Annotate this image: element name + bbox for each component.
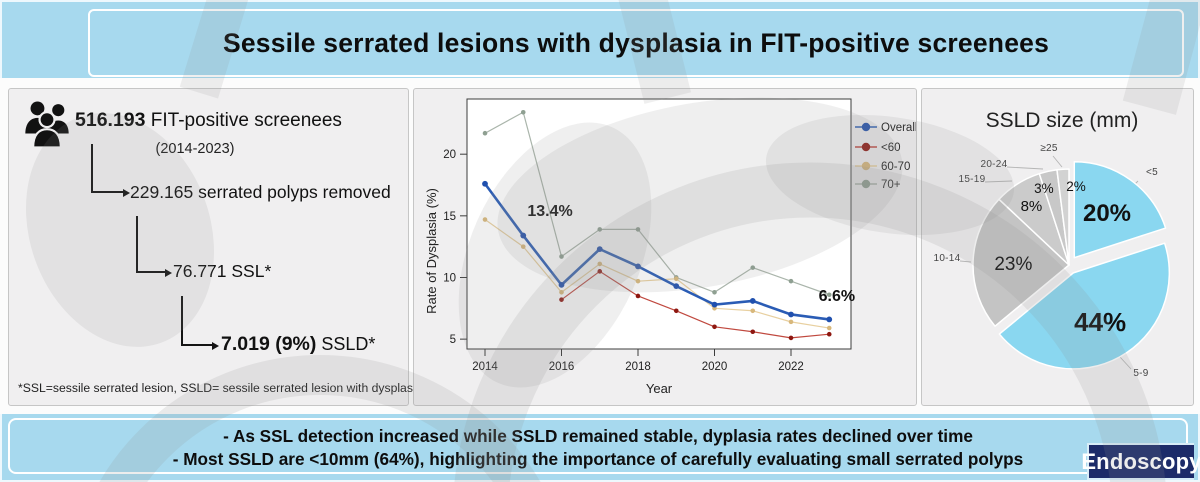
- svg-text:6.6%: 6.6%: [819, 288, 855, 305]
- conclusion-line-1: - As SSL detection increased while SSLD …: [223, 426, 973, 446]
- flow-arrow-2: [136, 216, 172, 277]
- svg-text:Overall: Overall: [881, 122, 916, 134]
- conclusion-line-2: - Most SSLD are <10mm (64%), highlightin…: [172, 449, 1024, 469]
- title-box: Sessile serrated lesions with dysplasia …: [88, 9, 1184, 77]
- svg-text:2%: 2%: [1066, 179, 1086, 194]
- svg-text:8%: 8%: [1021, 198, 1043, 215]
- flow-step-1-label: FIT-positive screenees: [145, 110, 342, 131]
- svg-text:2016: 2016: [549, 361, 575, 373]
- svg-text:23%: 23%: [994, 254, 1032, 275]
- svg-text:15: 15: [443, 211, 456, 223]
- svg-text:60-70: 60-70: [881, 161, 910, 173]
- flow-step-4-label: SSLD*: [316, 334, 376, 354]
- flow-step-4-count: 7.019 (9%): [221, 333, 317, 355]
- pie-chart-panel: SSLD size (mm) 20% <5 44% 5-9 23% 10-14 8% 15-19…: [921, 88, 1194, 406]
- svg-text:15-19: 15-19: [958, 174, 985, 185]
- flow-arrow-3: [181, 296, 219, 350]
- endoscopy-logo: Endoscopy: [1081, 443, 1200, 480]
- svg-text:Year: Year: [646, 381, 673, 396]
- svg-text:20%: 20%: [1083, 200, 1131, 227]
- svg-text:<5: <5: [1146, 167, 1158, 178]
- flow-step-2: 229.165 serrated polyps removed: [130, 182, 391, 202]
- svg-text:≥25: ≥25: [1040, 143, 1058, 154]
- flow-step-1: 516.193 FIT-positive screenees: [75, 109, 342, 132]
- svg-text:2018: 2018: [625, 361, 651, 373]
- flow-arrow-1: [91, 144, 130, 197]
- svg-text:2014: 2014: [472, 361, 498, 373]
- svg-text:2022: 2022: [778, 361, 804, 373]
- svg-text:2020: 2020: [702, 361, 728, 373]
- svg-text:<60: <60: [881, 142, 901, 154]
- svg-text:Rate of Dysplasia (%): Rate of Dysplasia (%): [424, 188, 439, 314]
- svg-text:10: 10: [443, 272, 456, 284]
- svg-text:13.4%: 13.4%: [527, 203, 572, 220]
- svg-text:5: 5: [450, 334, 456, 346]
- svg-text:SSLD size (mm): SSLD size (mm): [986, 109, 1139, 132]
- dysplasia-rate-line-chart: 5 10 15 20 2014 2016 2018 2020 2022 Year Rate of D…: [424, 98, 917, 396]
- ssld-size-pie-chart: SSLD size (mm) 20% <5 44% 5-9 23% 10-14 8% 15-19…: [933, 109, 1171, 379]
- svg-text:5-9: 5-9: [1133, 368, 1148, 379]
- svg-text:20: 20: [443, 149, 456, 161]
- line-chart-panel: 5 10 15 20 2014 2016 2018 2020 2022 Year Rate of D…: [413, 88, 917, 406]
- svg-text:3%: 3%: [1034, 181, 1054, 196]
- page-title: Sessile serrated lesions with dysplasia …: [222, 27, 1050, 58]
- svg-text:70+: 70+: [881, 179, 901, 191]
- flow-footnote: *SSL=sessile serrated lesion, SSLD= sess…: [18, 381, 423, 395]
- svg-text:44%: 44%: [1074, 307, 1126, 337]
- svg-text:10-14: 10-14: [933, 253, 960, 264]
- flow-step-3: 76.771 SSL*: [173, 261, 272, 281]
- flow-step-1-years: (2014-2023): [155, 141, 235, 157]
- people-group-icon: [25, 101, 69, 149]
- flowchart-panel: 516.193 FIT-positive screenees (2014-202…: [8, 88, 422, 406]
- conclusions-box: - As SSL detection increased while SSLD …: [8, 418, 1188, 474]
- endoscopy-logo-text: Endoscopy: [1081, 448, 1200, 474]
- flow-step-1-count: 516.193: [75, 109, 146, 131]
- flow-step-4: 7.019 (9%) SSLD*: [221, 333, 375, 356]
- svg-text:20-24: 20-24: [980, 159, 1007, 170]
